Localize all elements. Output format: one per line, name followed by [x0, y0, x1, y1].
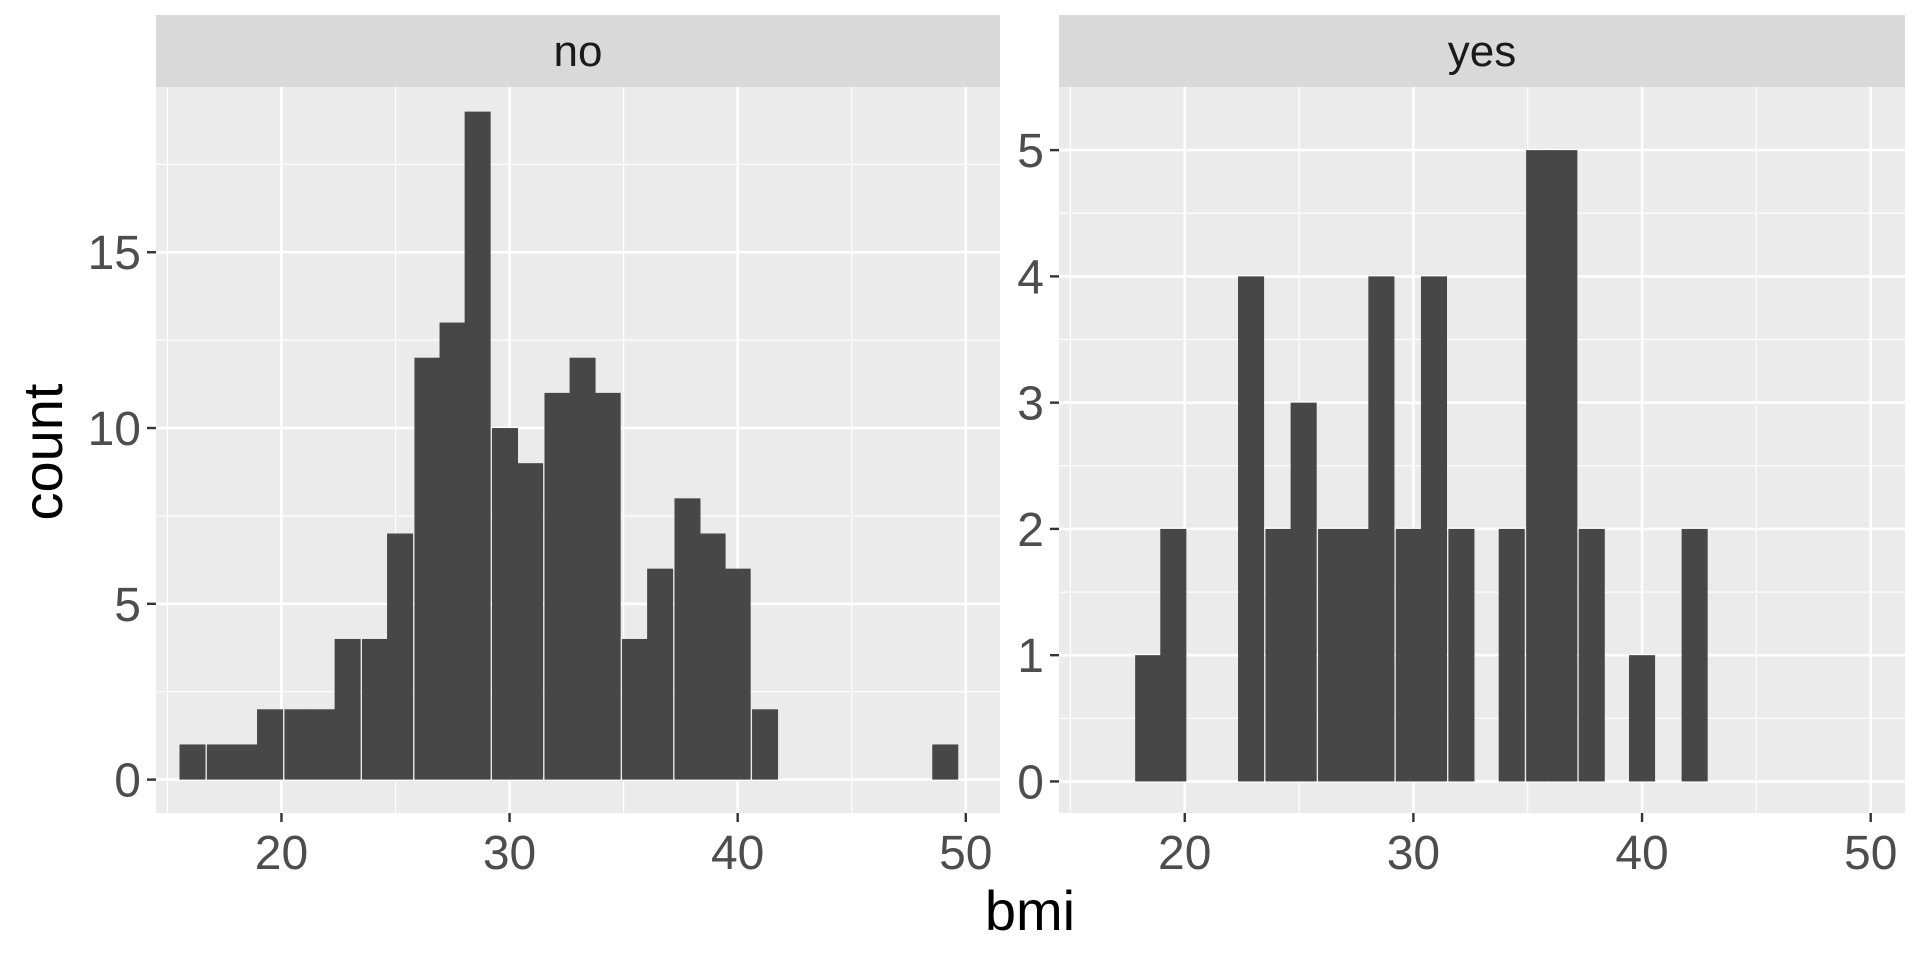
histogram-bar	[647, 568, 674, 780]
x-axis-title: bmi	[985, 879, 1075, 942]
histogram-bar	[309, 709, 336, 780]
histogram-bar	[569, 357, 596, 780]
histogram-bar	[752, 709, 779, 780]
facet-strip-label: no	[554, 27, 603, 76]
histogram-bar	[1290, 402, 1317, 782]
histogram-bar	[1526, 150, 1553, 782]
y-tick-label: 4	[1017, 251, 1044, 304]
histogram-bar	[622, 638, 649, 780]
histogram-bar	[179, 744, 206, 780]
histogram-bar	[724, 568, 751, 780]
histogram-bar	[594, 392, 621, 780]
facet-strip-label: yes	[1448, 27, 1516, 76]
histogram-bar	[1265, 528, 1292, 782]
y-tick-label: 10	[88, 403, 141, 456]
facet-strip	[1059, 15, 1905, 87]
histogram-bar	[1368, 276, 1395, 782]
y-tick-label: 5	[1017, 125, 1044, 178]
y-tick-label: 5	[114, 579, 141, 632]
x-tick-label: 30	[483, 827, 536, 880]
y-tick-label: 0	[114, 755, 141, 808]
histogram-bar	[674, 498, 701, 780]
histogram-bar	[1343, 528, 1370, 782]
histogram-bar	[414, 357, 441, 780]
y-tick-label: 0	[1017, 756, 1044, 809]
histogram-bar	[492, 428, 519, 780]
y-tick-label: 3	[1017, 378, 1044, 431]
x-tick-label: 20	[1158, 827, 1211, 880]
histogram-bar	[1578, 528, 1605, 782]
histogram-bar	[1681, 528, 1708, 782]
histogram-bar	[1420, 276, 1448, 782]
histogram-bar	[361, 638, 388, 780]
histogram-bar	[206, 744, 233, 780]
y-tick-label: 15	[88, 227, 141, 280]
histogram-bar	[284, 709, 311, 780]
facet-panel-yes: yes 20 30 40 50 0 1 2 3 4 5	[1017, 15, 1905, 880]
facet-panel-no: no 20 30 40 50 0 5 10 15	[88, 15, 1000, 880]
x-tick-label: 50	[1844, 827, 1897, 880]
histogram-bar	[257, 709, 284, 780]
histogram-bar	[231, 744, 258, 780]
panel-background	[1059, 87, 1905, 813]
histogram-bar	[1448, 528, 1475, 782]
x-tick-label: 50	[939, 827, 992, 880]
x-tick-label: 40	[711, 827, 764, 880]
histogram-bar	[1551, 150, 1578, 782]
histogram-bar	[1135, 655, 1162, 782]
histogram-bar	[334, 638, 361, 780]
histogram-bar	[932, 744, 959, 780]
facet-strip	[156, 15, 1000, 87]
x-tick-label: 40	[1615, 827, 1668, 880]
histogram-bar	[517, 463, 544, 780]
histogram-bar	[1629, 655, 1656, 782]
histogram-bar	[699, 533, 726, 780]
histogram-bar	[1498, 528, 1525, 782]
y-axis-title: count	[11, 383, 74, 520]
histogram-bar	[439, 322, 466, 780]
x-tick-label: 20	[255, 827, 308, 880]
histogram-bar	[1318, 528, 1345, 782]
histogram-bar	[1160, 528, 1187, 782]
histogram-bar	[387, 533, 414, 780]
histogram-bar	[464, 111, 491, 780]
x-tick-label: 30	[1387, 827, 1440, 880]
y-tick-label: 2	[1017, 504, 1044, 557]
histogram-bar	[1238, 276, 1265, 782]
histogram-bar	[544, 392, 571, 780]
histogram-bar	[1395, 528, 1422, 782]
y-tick-label: 1	[1017, 630, 1044, 683]
